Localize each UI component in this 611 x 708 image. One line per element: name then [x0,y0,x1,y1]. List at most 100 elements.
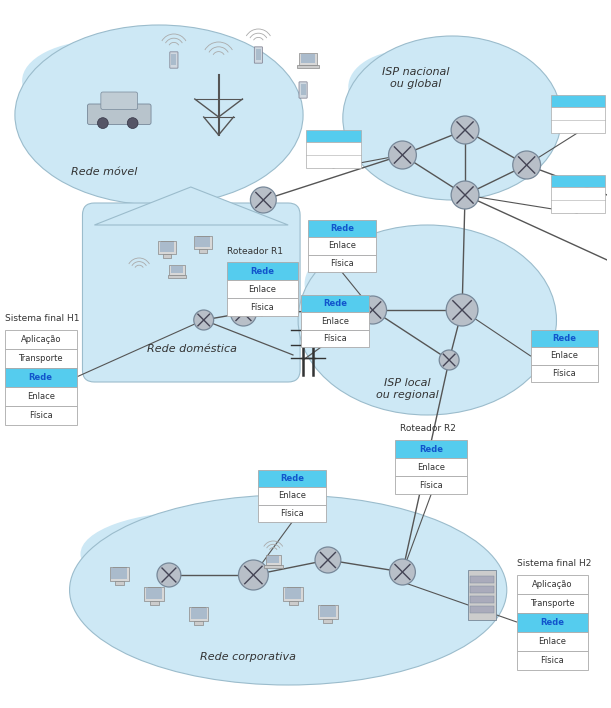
FancyBboxPatch shape [468,570,496,620]
Circle shape [98,118,108,128]
Text: ISP nacional
ou global: ISP nacional ou global [382,67,449,88]
Text: Física: Física [330,259,354,268]
Ellipse shape [299,295,396,360]
FancyBboxPatch shape [227,280,298,298]
FancyBboxPatch shape [171,266,183,273]
Ellipse shape [348,50,469,124]
FancyBboxPatch shape [287,587,299,589]
Circle shape [251,187,276,213]
Ellipse shape [81,511,321,597]
Ellipse shape [261,510,469,590]
Circle shape [157,563,181,587]
Text: Roteador R2: Roteador R2 [400,424,456,433]
FancyBboxPatch shape [297,65,319,68]
Ellipse shape [444,265,527,322]
Text: Rede corporativa: Rede corporativa [200,652,296,662]
Ellipse shape [389,42,482,103]
FancyBboxPatch shape [395,458,467,476]
Ellipse shape [16,91,123,153]
FancyBboxPatch shape [530,330,598,348]
Ellipse shape [22,40,181,121]
FancyBboxPatch shape [299,82,307,98]
Ellipse shape [71,565,235,630]
Text: Enlace: Enlace [248,285,276,294]
FancyBboxPatch shape [308,220,376,237]
FancyBboxPatch shape [101,92,137,110]
Ellipse shape [353,232,463,303]
FancyBboxPatch shape [551,107,605,133]
Text: Física: Física [541,656,565,665]
Ellipse shape [298,225,557,415]
FancyBboxPatch shape [159,242,174,252]
FancyBboxPatch shape [395,476,467,494]
FancyBboxPatch shape [258,470,326,487]
FancyBboxPatch shape [144,587,164,601]
Circle shape [238,560,268,590]
FancyBboxPatch shape [172,54,177,64]
FancyBboxPatch shape [517,613,588,632]
FancyBboxPatch shape [170,52,178,68]
FancyBboxPatch shape [517,594,588,613]
FancyBboxPatch shape [196,237,210,247]
FancyBboxPatch shape [288,601,298,605]
Text: Rede: Rede [29,373,53,382]
Circle shape [513,151,541,179]
Circle shape [439,350,459,370]
Ellipse shape [177,63,271,117]
Text: Física: Física [552,369,576,378]
FancyBboxPatch shape [530,365,598,382]
Ellipse shape [315,535,458,592]
Text: Aplicação: Aplicação [532,580,573,589]
FancyBboxPatch shape [197,236,209,238]
Ellipse shape [141,39,278,115]
Text: Transporte: Transporte [530,599,575,608]
Circle shape [127,118,138,128]
Circle shape [315,547,341,573]
FancyBboxPatch shape [306,130,360,142]
Text: Enlace: Enlace [321,316,349,326]
FancyBboxPatch shape [551,95,605,107]
FancyBboxPatch shape [267,556,279,564]
FancyBboxPatch shape [320,606,336,617]
Text: Física: Física [280,509,304,518]
FancyBboxPatch shape [163,254,171,258]
FancyBboxPatch shape [192,607,205,609]
FancyBboxPatch shape [194,622,203,625]
Text: Sistema final H1: Sistema final H1 [5,314,79,323]
Ellipse shape [456,294,549,355]
Ellipse shape [76,32,199,99]
Ellipse shape [336,564,494,626]
Text: Física: Física [419,481,443,489]
Circle shape [446,294,478,326]
FancyBboxPatch shape [5,406,76,425]
Ellipse shape [70,495,507,685]
FancyBboxPatch shape [321,605,334,607]
Text: Rede: Rede [541,618,565,627]
Text: Enlace: Enlace [27,392,55,401]
FancyBboxPatch shape [256,49,261,59]
FancyBboxPatch shape [227,262,298,280]
FancyBboxPatch shape [258,487,326,505]
Circle shape [390,559,415,585]
FancyBboxPatch shape [470,596,494,603]
Text: Física: Física [251,302,274,312]
FancyBboxPatch shape [470,606,494,613]
Text: Rede: Rede [280,474,304,483]
FancyBboxPatch shape [158,241,176,254]
Text: Física: Física [29,411,53,420]
FancyBboxPatch shape [301,55,315,63]
Circle shape [389,141,416,169]
Text: Enlace: Enlace [278,491,306,501]
Text: Rede móvel: Rede móvel [71,167,137,177]
Text: Rede: Rede [552,334,576,343]
FancyBboxPatch shape [82,203,300,382]
Circle shape [359,296,387,324]
Ellipse shape [15,25,303,205]
Text: Rede: Rede [330,224,354,233]
Text: Rede doméstica: Rede doméstica [147,344,237,354]
FancyBboxPatch shape [308,255,376,272]
Ellipse shape [191,90,295,149]
Ellipse shape [163,502,348,573]
FancyBboxPatch shape [301,330,368,347]
FancyBboxPatch shape [301,295,368,312]
